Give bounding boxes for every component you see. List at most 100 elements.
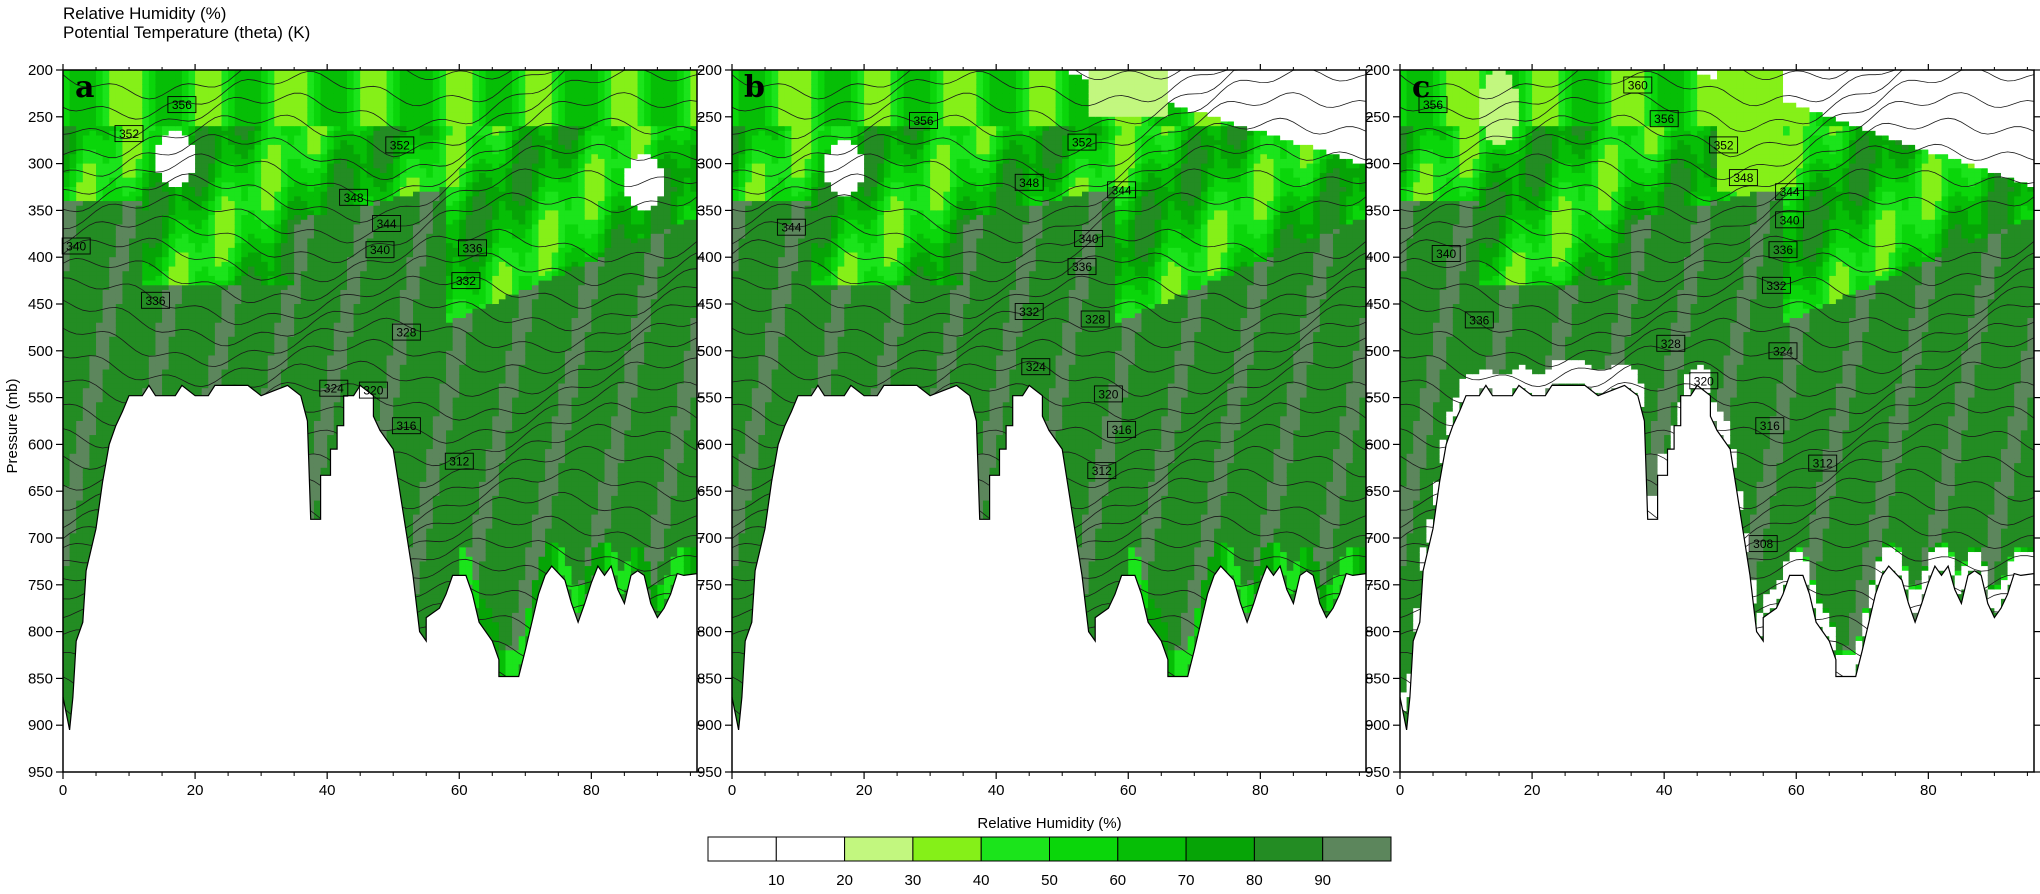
plot-frame [1399,69,2035,773]
x-tick-label: 60 [451,782,468,799]
contour-label: 328 [1656,334,1686,352]
y-tick-label: 550 [1365,390,1390,407]
contour-label: 336 [1067,258,1097,276]
x-tick-label: 80 [1252,782,1269,799]
contour-label: 312 [1808,454,1838,472]
colorbar-title: Relative Humidity (%) [977,815,1121,832]
y-tick-label: 900 [697,717,722,734]
y-tick-label: 300 [697,156,722,173]
y-tick-label: 700 [28,530,53,547]
x-tick-label: 40 [988,782,1005,799]
x-tick-label: 20 [187,782,204,799]
colorbar-label: 30 [905,872,922,889]
colorbar-swatch [707,836,777,862]
x-tick-label: 60 [1788,782,1805,799]
panel-label: c [1412,70,1430,105]
y-tick-label: 900 [1365,717,1390,734]
y-tick-label: 200 [697,62,722,79]
x-tick-label: 40 [1656,782,1673,799]
colorbar-swatch [844,836,914,862]
contour-label: 356 [909,112,938,129]
contour-label: 336 [458,239,487,257]
y-tick-label: 200 [28,62,53,79]
contour-label: 320 [1689,372,1719,390]
plot-frame [62,69,698,773]
y-tick-label: 650 [1365,483,1390,500]
y-tick-label: 850 [1365,670,1390,687]
colorbar-swatch [1117,836,1187,862]
contour-label: 344 [1775,183,1805,201]
x-tick-label: 80 [1920,782,1937,799]
colorbar-label: 50 [1041,872,1058,889]
contour-label: 344 [1107,181,1137,199]
contour-label: 320 [1093,385,1123,403]
contour-label: 344 [372,215,402,232]
colorbar-label: 80 [1246,872,1263,889]
plot-frame [731,69,1367,773]
contour-label: 340 [1074,230,1104,247]
contour-label: 308 [1748,535,1778,553]
contour-label: 356 [167,96,197,114]
contour-label: 352 [114,125,144,143]
colorbar-label: 20 [836,872,853,889]
y-tick-label: 350 [697,202,722,219]
contour-label: 324 [1021,358,1051,376]
contour-label: 348 [1014,173,1044,191]
y-tick-label: 950 [697,764,722,781]
contour-label: 324 [319,379,349,397]
y-tick-label: 750 [28,577,53,594]
y-tick-label: 500 [697,343,722,360]
header-variable-1: Relative Humidity (%) [63,4,226,24]
y-tick-label: 500 [1365,343,1390,360]
y-tick-label: 900 [28,717,53,734]
y-tick-label: 450 [697,296,722,313]
y-tick-label: 650 [697,483,722,500]
contour-label: 340 [1431,245,1461,262]
contour-label: 316 [1755,417,1785,435]
y-tick-label: 850 [697,670,722,687]
y-tick-label: 800 [1365,624,1390,641]
colorbar-swatch [1322,836,1392,862]
panel-c: 360 356 356 352 348 344 340 336 340 332 336 328 324 3… [1365,62,2040,799]
y-tick-label: 200 [1365,62,1390,79]
contour-label: 320 [358,381,388,399]
y-tick-label: 600 [697,436,722,453]
y-tick-label: 550 [697,390,722,407]
y-axis-label: Pressure (mb) [4,378,21,473]
colorbar-swatch [912,836,982,862]
contour-label: 332 [451,272,481,290]
contour-label: 328 [1080,310,1110,328]
y-tick-label: 250 [1365,109,1390,126]
x-tick-label: 20 [856,782,873,799]
x-tick-label: 40 [319,782,336,799]
colorbar-label: 70 [1178,872,1195,889]
y-tick-label: 750 [1365,577,1390,594]
terrain-outline [731,384,1367,731]
contour-label: 312 [1087,462,1117,480]
x-tick-label: 60 [1120,782,1137,799]
y-tick-label: 250 [697,109,722,126]
contour-label: 360 [1623,76,1653,94]
y-tick-label: 400 [28,249,53,266]
y-tick-label: 400 [697,249,722,266]
colorbar-label: 90 [1314,872,1331,889]
y-tick-label: 950 [1365,764,1390,781]
y-tick-label: 500 [28,343,53,360]
contour-label: 316 [391,417,421,435]
y-tick-label: 300 [1365,156,1390,173]
contour-label: 352 [1709,136,1739,154]
y-tick-label: 250 [28,109,53,126]
y-tick-label: 800 [28,624,53,641]
colorbar-label: 60 [1109,872,1126,889]
panel-b: 356 352 348 344 344 340 336 332 328 324 320 316 312 b… [697,62,1373,799]
contour-label: 356 [1649,110,1679,128]
contour-label: 336 [141,291,170,309]
y-tick-label: 350 [1365,202,1390,219]
contour-label: 340 [1775,211,1805,229]
contour-label: 324 [1768,342,1798,360]
y-tick-label: 700 [1365,530,1390,547]
colorbar-swatch [775,836,846,862]
y-tick-label: 400 [1365,249,1390,266]
